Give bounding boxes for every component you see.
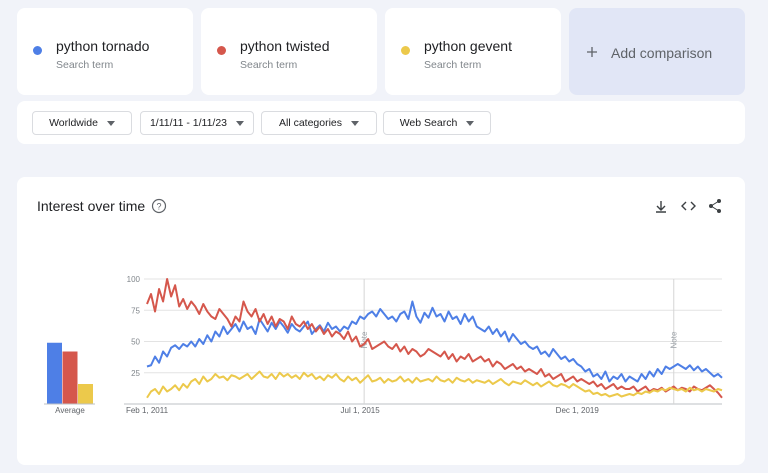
average-bar [62,351,78,404]
y-tick-label: 50 [131,338,140,347]
y-tick-label: 75 [131,306,140,315]
term-card[interactable]: python twisted Search term [201,8,377,95]
y-tick-label: 25 [131,369,140,378]
series-line [146,300,723,383]
y-tick-label: 100 [127,275,141,284]
x-tick-label: Feb 1, 2011 [126,406,169,415]
term-name: python twisted [240,38,330,54]
filter-label: Web Search [399,117,458,129]
help-icon[interactable]: ? [151,198,167,214]
download-icon[interactable] [656,201,666,213]
chart-title: Interest over time [37,198,145,214]
filter-button[interactable]: 1/11/11 - 1/11/23 [140,111,254,135]
average-label: Average [55,406,85,415]
filter-label: 1/11/11 - 1/11/23 [149,117,228,129]
term-name: python tornado [56,38,150,54]
term-card[interactable]: python gevent Search term [385,8,561,95]
term-caption: Search term [424,59,482,71]
term-dot [33,46,42,55]
share-icon[interactable] [709,199,721,213]
filter-button[interactable]: Web Search [383,111,491,135]
series-line [146,370,723,399]
add-comparison[interactable]: Add comparison [569,8,745,95]
term-dot [401,46,410,55]
filter-button[interactable]: All categories [261,111,377,135]
term-name: python gevent [424,38,512,54]
term-card[interactable]: python tornado Search term [17,8,193,95]
series-line [146,278,723,399]
chart-card [17,177,745,465]
plus-icon [587,47,597,57]
svg-text:?: ? [156,202,161,212]
note-label: Note [670,331,679,348]
filter-label: All categories [278,117,343,129]
x-tick-label: Jul 1, 2015 [341,406,381,415]
term-caption: Search term [240,59,298,71]
term-dot [217,46,226,55]
filter-label: Worldwide [49,117,98,129]
filter-bar: Worldwide 1/11/11 - 1/11/23 All categori… [17,101,745,144]
add-label: Add comparison [611,45,713,61]
term-caption: Search term [56,59,114,71]
embed-icon[interactable] [681,201,696,211]
x-tick-label: Dec 1, 2019 [556,406,600,415]
note-label: Note [360,331,369,348]
average-bar [47,342,62,404]
filter-button[interactable]: Worldwide [32,111,132,135]
average-bar [78,384,93,404]
